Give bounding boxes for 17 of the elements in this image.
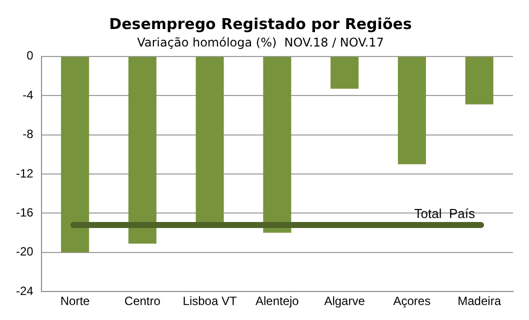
x-tick-label: Lisboa VT <box>182 294 238 308</box>
y-tick-label: -20 <box>16 244 34 259</box>
y-tick-label: -8 <box>22 127 34 142</box>
y-tick-label: -16 <box>16 206 34 220</box>
chart-title: Desemprego Registado por Regiões <box>109 14 412 33</box>
x-tick-label: Centro <box>124 294 161 308</box>
chart-subtitle: Variação homóloga (%) NOV.18 / NOV.17 <box>137 35 384 50</box>
x-tick-label: Açores <box>393 294 431 308</box>
y-tick-label: -4 <box>22 88 34 102</box>
y-tick-label: -12 <box>16 166 34 180</box>
x-tick-label: Algarve <box>324 294 366 308</box>
x-tick-label: Norte <box>60 294 90 308</box>
x-tick-label: Madeira <box>458 294 502 308</box>
y-tick-label: 0 <box>26 48 34 63</box>
ref-line-label: Total País <box>414 206 476 222</box>
y-tick-label: -24 <box>16 284 34 298</box>
x-tick-label: Alentejo <box>255 294 300 308</box>
